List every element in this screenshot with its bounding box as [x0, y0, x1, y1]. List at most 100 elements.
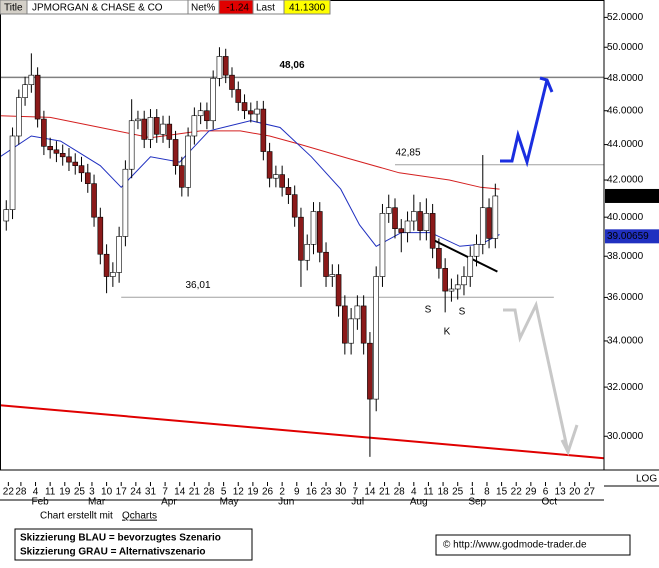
credit: Chart erstellt mit [40, 511, 113, 522]
candle-body [16, 97, 22, 137]
y-tick-label: 44.0000 [607, 139, 644, 150]
candle-body [191, 115, 198, 137]
month-label: Sep [468, 497, 486, 508]
candle-body [222, 56, 229, 76]
blue-arrowhead [539, 76, 554, 93]
candle-body [367, 342, 373, 400]
x-tick-label: 13 [555, 487, 567, 498]
header-net: -1.24 [226, 3, 249, 14]
x-tick-label: 11 [423, 487, 434, 498]
header-last: 41.1300 [289, 3, 326, 14]
x-tick-label: 14 [364, 487, 376, 498]
candle-body [78, 165, 85, 174]
x-tick-label: 17 [116, 487, 128, 498]
candle-body [229, 74, 235, 90]
candle-body [454, 284, 461, 290]
month-label: Oct [541, 497, 557, 508]
candle-body [285, 187, 292, 195]
candle-body [153, 117, 160, 135]
x-tick-label: 4 [411, 487, 417, 498]
x-tick-label: 28 [15, 487, 27, 498]
x-tick-label: 29 [525, 487, 537, 498]
candle-body [429, 213, 436, 249]
x-tick-label: 21 [379, 487, 391, 498]
header-name: JPMORGAN & CHASE & CO [32, 3, 163, 14]
candle-body [442, 268, 448, 292]
x-tick-label: 9 [294, 487, 300, 498]
pattern-label: S [459, 307, 466, 318]
candle-body [84, 172, 91, 184]
candle-body [247, 110, 254, 115]
candle-body [197, 110, 204, 117]
axis-label: LOG [636, 474, 657, 485]
candle-body [373, 276, 379, 400]
candle-body [97, 216, 104, 255]
candle-body [473, 244, 480, 257]
candle-body [316, 211, 323, 253]
grey-scenario [503, 300, 570, 453]
legend-box [14, 528, 253, 561]
candle-body [241, 102, 248, 112]
legend-line: Skizzierung BLAU = bevorzugtes Szenario [20, 533, 221, 544]
candle-body [479, 207, 486, 245]
header-title-label: Title [4, 3, 23, 14]
price-tag [605, 229, 659, 244]
candle-body [348, 318, 354, 344]
x-tick-label: 7 [353, 487, 359, 498]
y-tick-label: 38.0000 [607, 251, 644, 262]
y-tick-label: 40.0000 [607, 212, 644, 223]
y-tick-label: 52.0000 [607, 12, 644, 23]
candle-body [160, 123, 166, 135]
candle-body [59, 152, 66, 158]
candle-body [72, 161, 79, 166]
candle-body [298, 216, 304, 261]
candle-body [41, 118, 47, 147]
candle-body [329, 274, 336, 277]
candle-body [66, 156, 72, 163]
candle-body [279, 174, 285, 188]
candle-body [185, 135, 191, 188]
x-tick-label: 21 [189, 487, 201, 498]
y-tick-label: 34.0000 [607, 336, 644, 347]
x-tick-label: 10 [101, 487, 113, 498]
y-tick-label: 48.0000 [607, 73, 644, 84]
x-tick-label: 22 [3, 487, 15, 498]
blue-scenario [500, 79, 549, 168]
trendline [432, 238, 498, 273]
source[interactable]: © http://www.godmode-trader.de [443, 540, 587, 551]
candle-body [461, 276, 467, 286]
candle-body [47, 146, 53, 151]
candle-body [342, 305, 348, 344]
month-label: Jun [278, 497, 294, 508]
credit-tool[interactable]: Qcharts [122, 511, 157, 522]
x-tick-label: 30 [335, 487, 347, 498]
candle-body [91, 183, 97, 218]
candle-body [116, 236, 122, 273]
candle-body [360, 305, 367, 344]
x-tick-label: 19 [247, 487, 259, 498]
candle-body [147, 117, 154, 140]
candle-body [467, 255, 474, 277]
x-tick-label: 25 [74, 487, 86, 498]
x-tick-label: 1 [470, 487, 476, 498]
month-label: May [220, 497, 239, 508]
candle-body [9, 135, 16, 210]
candle-body [398, 228, 405, 233]
x-tick-label: 19 [59, 487, 71, 498]
y-tick-label: 46.0000 [607, 105, 644, 116]
candle-body [310, 211, 317, 245]
candle-body [404, 220, 411, 233]
candle-body [135, 118, 141, 122]
candle-body [260, 108, 267, 152]
candle-body [379, 213, 386, 277]
y-tick-label: 50.0000 [607, 42, 644, 53]
candle-body [385, 207, 392, 214]
month-label: Aug [410, 497, 428, 508]
x-tick-label: 3 [89, 487, 95, 498]
x-tick-label: 2 [279, 487, 285, 498]
x-tick-label: 26 [262, 487, 274, 498]
candle-body [204, 110, 210, 122]
